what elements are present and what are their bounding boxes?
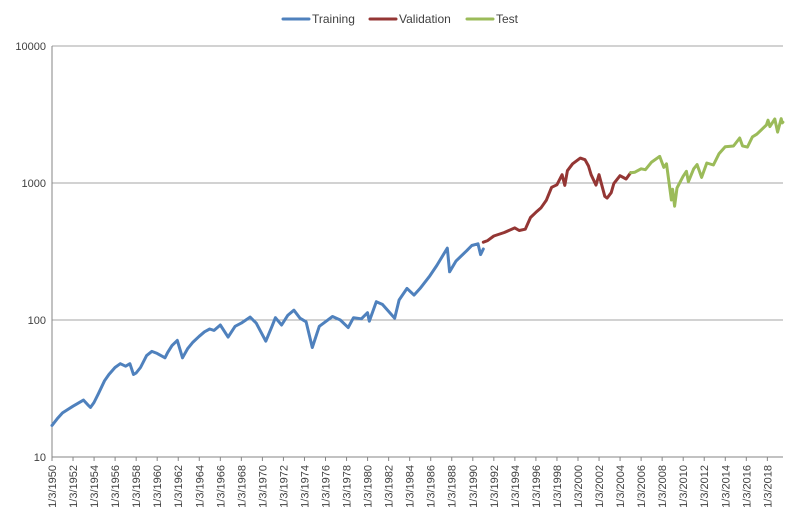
x-tick-label: 1/3/2014 [720, 465, 732, 508]
x-tick-label: 1/3/2018 [762, 465, 774, 508]
x-tick-label: 1/3/1968 [236, 465, 248, 508]
x-axis: 1/3/1950 1/3/1952 1/3/1954 1/3/1956 1/3/1958… [47, 457, 774, 508]
x-tick-label: 1/3/2008 [657, 465, 669, 508]
y-tick-label: 100 [28, 315, 46, 327]
series-line-validation [481, 156, 633, 244]
y-tick-label: 1000 [22, 178, 46, 190]
x-tick-label: 1/3/1958 [131, 465, 143, 508]
x-tick-label: 1/3/2016 [741, 465, 753, 508]
legend-item-validation: Validation [368, 12, 451, 26]
x-tick-label: 1/3/1970 [257, 465, 269, 508]
x-tick-label: 1/3/1992 [489, 465, 501, 508]
x-tick-label: 1/3/1996 [531, 465, 543, 508]
x-tick-label: 1/3/2006 [636, 465, 648, 508]
y-tick-label: 10000 [15, 41, 46, 53]
plot-area [51, 46, 783, 458]
series-lines [50, 117, 785, 427]
legend-label: Validation [399, 12, 451, 26]
x-tick-label: 1/3/1980 [363, 465, 375, 508]
legend-item-training: Training [281, 12, 355, 26]
x-tick-label: 1/3/1976 [321, 465, 333, 508]
x-tick-label: 1/3/1990 [468, 465, 480, 508]
x-tick-label: 1/3/1974 [299, 465, 311, 508]
x-tick-label: 1/3/1988 [447, 465, 459, 508]
x-tick-label: 1/3/1962 [173, 465, 185, 508]
x-tick-label: 1/3/1966 [215, 465, 227, 508]
x-tick-label: 1/3/1984 [405, 465, 417, 508]
x-tick-label: 1/3/1998 [552, 465, 564, 508]
x-tick-label: 1/3/2000 [573, 465, 585, 508]
series-line-test [629, 117, 785, 208]
x-tick-label: 1/3/2010 [678, 465, 690, 508]
x-tick-label: 1/3/1956 [110, 465, 122, 508]
x-tick-label: 1/3/2012 [699, 465, 711, 508]
x-tick-label: 1/3/1978 [342, 465, 354, 508]
x-tick-label: 1/3/1972 [278, 465, 290, 508]
x-tick-label: 1/3/1964 [194, 465, 206, 508]
y-tick-label: 10 [34, 452, 46, 464]
legend-label: Training [312, 12, 355, 26]
legend: Training Validation Test [281, 12, 519, 26]
x-tick-label: 1/3/1954 [89, 465, 101, 508]
x-tick-label: 1/3/2004 [615, 465, 627, 508]
y-axis: 10 100 1000 10000 [15, 41, 46, 464]
legend-item-test: Test [465, 12, 519, 26]
x-tick-label: 1/3/1982 [384, 465, 396, 508]
x-tick-label: 1/3/1952 [68, 465, 80, 508]
x-tick-label: 1/3/1950 [47, 465, 59, 508]
x-tick-label: 1/3/1960 [152, 465, 164, 508]
x-tick-label: 1/3/2002 [594, 465, 606, 508]
series-line-training [50, 242, 485, 427]
legend-label: Test [496, 12, 519, 26]
gridlines [52, 45, 783, 321]
x-tick-label: 1/3/1986 [426, 465, 438, 508]
x-tick-label: 1/3/1994 [510, 465, 522, 508]
